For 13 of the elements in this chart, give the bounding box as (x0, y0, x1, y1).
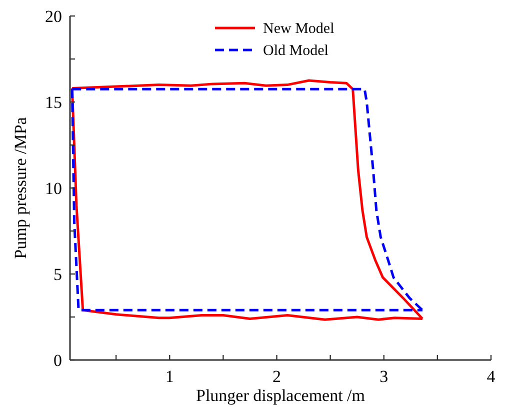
legend-label: Old Model (263, 43, 328, 59)
x-tick-label: 2 (272, 367, 281, 386)
x-axis-title: Plunger displacement /m (196, 386, 366, 405)
y-tick-label: 10 (45, 179, 62, 198)
x-tick-label: 1 (165, 367, 174, 386)
y-tick-label: 5 (54, 265, 62, 284)
x-tick-label: 3 (380, 367, 388, 386)
y-tick-label: 15 (45, 93, 62, 112)
y-tick-label: 0 (54, 351, 62, 370)
legend-label: New Model (263, 21, 334, 37)
y-axis-title: Pump pressure /MPa (11, 116, 30, 259)
y-tick-label: 20 (45, 7, 62, 26)
x-tick-label: 4 (486, 367, 496, 386)
